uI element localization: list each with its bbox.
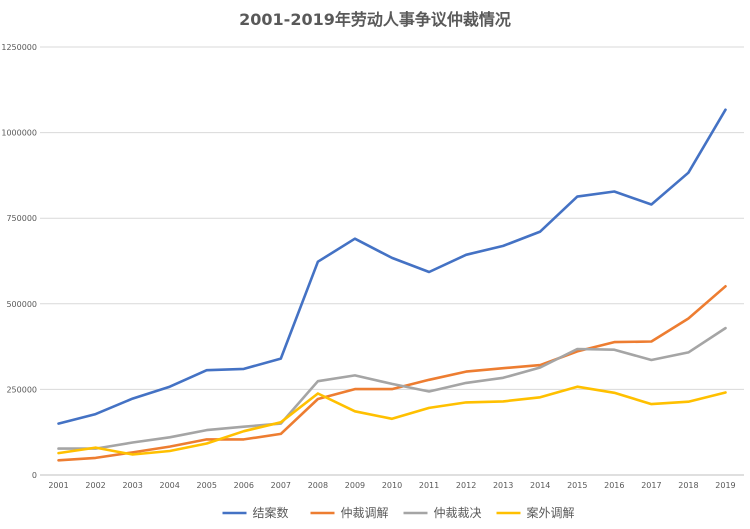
legend-item: 结案数: [222, 505, 289, 520]
x-tick-label: 2013: [493, 481, 513, 490]
x-tick-label: 2016: [604, 481, 624, 490]
legend-item: 仲裁裁决: [403, 506, 482, 520]
y-tick-label: 1000000: [1, 129, 37, 138]
y-tick-label: 1250000: [1, 43, 37, 52]
x-tick-label: 2017: [641, 481, 661, 490]
legend-label: 案外调解: [527, 505, 575, 520]
x-tick-label: 2007: [271, 481, 291, 490]
x-tick-label: 2014: [530, 481, 550, 490]
y-tick-label: 500000: [6, 300, 37, 309]
legend-label: 仲裁调解: [341, 506, 389, 520]
x-tick-label: 2019: [715, 481, 735, 490]
x-tick-label: 2011: [419, 481, 439, 490]
legend-item: 案外调解: [496, 505, 575, 520]
x-tick-label: 2002: [85, 481, 105, 490]
x-tick-label: 2009: [345, 481, 365, 490]
x-tick-label: 2018: [678, 481, 698, 490]
series-line-1: [57, 108, 727, 425]
x-axis-ticks: 2001 2002 2003 2004 2005 2006 2007 2008 2009 2010…: [48, 481, 735, 490]
series-line-2: [57, 284, 727, 462]
x-tick-label: 2004: [160, 481, 180, 490]
x-tick-label: 2003: [122, 481, 142, 490]
series-line-3: [57, 326, 727, 450]
series-line-4: [57, 385, 727, 456]
x-tick-label: 2010: [382, 481, 402, 490]
legend-label: 仲裁裁决: [434, 506, 482, 520]
x-tick-label: 2012: [456, 481, 476, 490]
y-tick-label: 750000: [6, 214, 37, 223]
x-tick-label: 2006: [234, 481, 254, 490]
series-lines: [57, 108, 727, 462]
y-axis-ticks: 0 250000 500000 750000 1000000 1250000: [1, 43, 37, 480]
y-tick-label: 0: [32, 471, 37, 480]
legend-item: 仲裁调解: [310, 506, 389, 520]
gridlines: [40, 46, 744, 476]
chart-title: 2001-2019年劳动人事争议仲裁情况: [239, 10, 511, 29]
x-tick-label: 2005: [197, 481, 217, 490]
x-tick-label: 2001: [48, 481, 68, 490]
legend-label: 结案数: [253, 505, 289, 520]
x-tick-label: 2015: [567, 481, 587, 490]
y-tick-label: 250000: [6, 385, 37, 394]
legend: 结案数 仲裁调解 仲裁裁决 案外调解: [222, 505, 575, 520]
x-tick-label: 2008: [308, 481, 328, 490]
